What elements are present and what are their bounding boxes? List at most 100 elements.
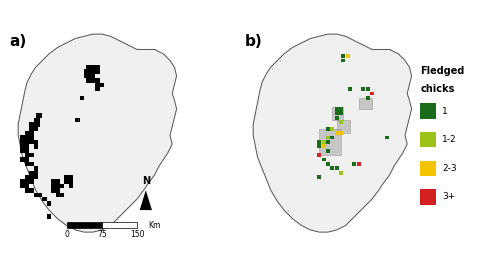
Text: chicks: chicks xyxy=(420,84,455,94)
Bar xyxy=(25,144,29,148)
Bar xyxy=(91,74,95,78)
Text: 0: 0 xyxy=(64,230,69,239)
Bar xyxy=(84,74,88,78)
Bar xyxy=(335,107,339,111)
Bar xyxy=(20,157,25,162)
Bar xyxy=(25,157,29,162)
Bar xyxy=(34,170,38,175)
Bar xyxy=(339,131,343,135)
Bar xyxy=(20,179,25,184)
Bar xyxy=(34,122,38,127)
Bar xyxy=(56,179,60,184)
Bar xyxy=(335,116,339,120)
Bar xyxy=(95,65,100,69)
Bar xyxy=(330,166,334,170)
Bar xyxy=(42,197,47,201)
Bar xyxy=(34,166,38,170)
Bar xyxy=(38,192,42,197)
Bar xyxy=(29,162,34,166)
Text: 3+: 3+ xyxy=(442,192,456,201)
Text: Fledged: Fledged xyxy=(420,66,465,76)
Bar xyxy=(25,188,29,192)
Bar xyxy=(322,144,326,148)
Bar xyxy=(69,184,73,188)
Bar xyxy=(95,78,100,82)
Bar xyxy=(29,175,34,179)
Bar xyxy=(317,175,321,179)
Bar xyxy=(38,113,42,118)
Bar xyxy=(330,136,334,139)
Bar xyxy=(370,92,374,95)
Bar xyxy=(339,120,343,124)
Bar xyxy=(20,148,25,153)
Bar xyxy=(47,214,51,219)
Bar xyxy=(326,136,330,139)
Bar xyxy=(326,162,330,166)
Bar xyxy=(342,54,345,58)
Bar xyxy=(80,96,84,100)
Polygon shape xyxy=(337,120,350,133)
Bar xyxy=(25,153,29,157)
Bar xyxy=(95,87,100,91)
Bar xyxy=(317,144,321,148)
Bar xyxy=(420,132,436,147)
Polygon shape xyxy=(140,190,152,210)
Bar xyxy=(56,192,60,197)
Bar xyxy=(326,140,330,144)
Bar xyxy=(322,140,326,144)
Bar xyxy=(56,184,60,188)
Bar xyxy=(357,162,361,166)
Bar xyxy=(339,111,343,115)
Bar xyxy=(47,201,51,206)
Bar xyxy=(102,222,137,228)
Bar xyxy=(34,192,38,197)
Bar xyxy=(69,179,73,184)
Bar xyxy=(25,179,29,184)
Bar xyxy=(76,118,80,122)
Bar xyxy=(95,82,100,87)
Text: 75: 75 xyxy=(97,230,106,239)
Bar xyxy=(20,144,25,148)
Bar xyxy=(51,184,56,188)
Bar xyxy=(29,131,34,135)
Bar xyxy=(420,103,436,119)
Bar xyxy=(86,74,91,78)
Bar xyxy=(25,184,29,188)
Bar xyxy=(29,122,34,127)
Bar xyxy=(64,175,69,179)
Text: a): a) xyxy=(10,34,26,49)
Bar xyxy=(386,136,390,139)
Bar xyxy=(330,127,334,131)
Bar xyxy=(51,179,56,184)
Polygon shape xyxy=(253,34,412,232)
Bar xyxy=(352,162,356,166)
Bar xyxy=(29,135,34,140)
Bar xyxy=(36,122,40,127)
Bar xyxy=(420,161,436,176)
Bar xyxy=(29,170,34,175)
Polygon shape xyxy=(332,107,344,120)
Text: 2-3: 2-3 xyxy=(442,164,457,173)
Bar xyxy=(346,54,350,58)
Bar xyxy=(326,149,330,153)
Bar xyxy=(339,107,343,111)
Bar xyxy=(366,87,370,91)
Bar xyxy=(25,148,29,153)
Bar xyxy=(100,82,104,87)
Bar xyxy=(29,126,34,131)
Bar xyxy=(60,192,64,197)
Polygon shape xyxy=(18,34,176,232)
Bar xyxy=(25,131,29,135)
Text: N: N xyxy=(142,176,150,186)
Bar xyxy=(348,87,352,91)
Bar xyxy=(335,166,339,170)
Bar xyxy=(60,184,64,188)
Bar xyxy=(64,179,69,184)
Bar xyxy=(86,69,91,74)
Bar xyxy=(25,135,29,140)
Bar xyxy=(322,158,326,161)
Bar xyxy=(95,69,100,74)
Text: Km: Km xyxy=(148,221,160,230)
Bar xyxy=(29,140,34,144)
Bar xyxy=(51,188,56,192)
